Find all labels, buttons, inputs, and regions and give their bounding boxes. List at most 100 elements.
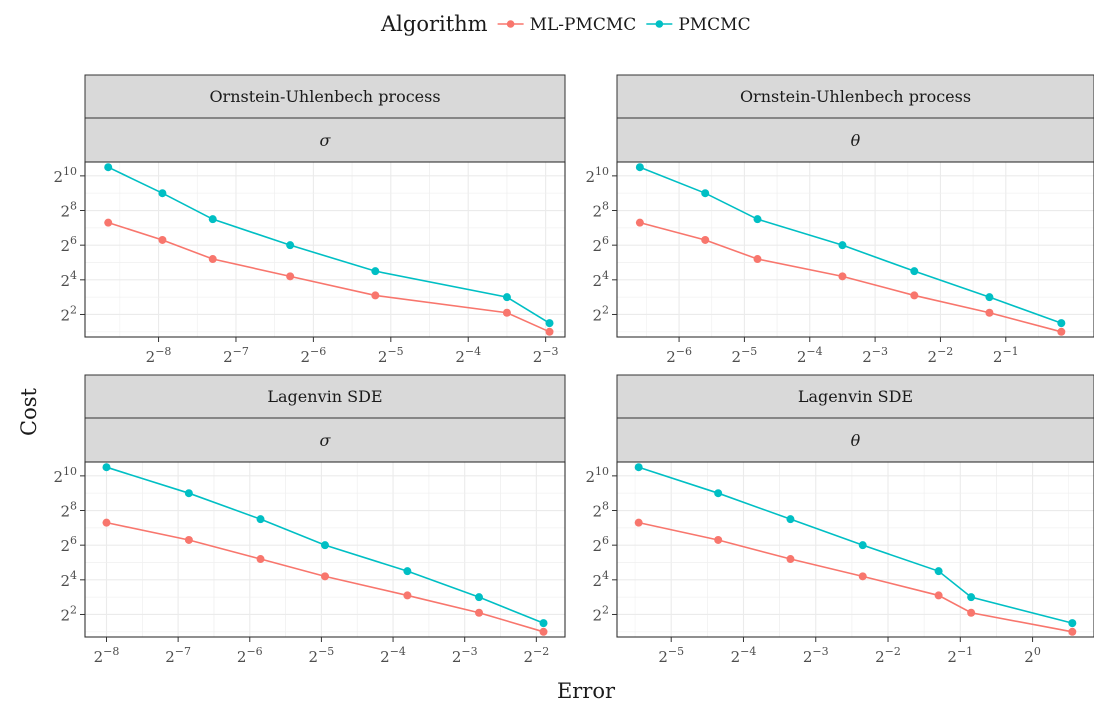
data-point: [184, 489, 193, 498]
y-tick-label: 210: [585, 165, 609, 186]
data-point: [967, 593, 976, 602]
y-tick-label: 22: [60, 303, 77, 324]
panel-border: [616, 161, 1094, 338]
data-point: [858, 541, 867, 550]
facet-strip-row: Lagenvin SDE: [84, 374, 566, 419]
data-point: [634, 463, 643, 472]
data-point: [701, 189, 710, 198]
data-point: [502, 308, 511, 317]
x-tick-label: 2−1: [947, 645, 973, 666]
axis-ticks: 2−8 2−7 2−6 2−5 2−4 2−3 2−2 22 24 26 28 210: [53, 465, 549, 666]
series-pmcmc: [104, 163, 554, 328]
x-tick-label: 2−8: [146, 345, 172, 366]
data-point: [786, 555, 795, 564]
data-point: [701, 235, 710, 244]
x-tick-label: 2−1: [993, 345, 1019, 366]
series-ml-pmcmc: [104, 218, 554, 336]
data-point: [985, 293, 994, 302]
series-pmcmc: [635, 163, 1066, 328]
x-tick-label: 2−4: [731, 645, 757, 666]
legend-key-point: [655, 20, 664, 28]
y-tick-label: 26: [592, 234, 609, 255]
y-tick-label: 24: [592, 269, 609, 290]
data-point: [634, 518, 643, 527]
y-tick-label: 28: [592, 500, 609, 521]
x-tick-label: 2−2: [523, 645, 549, 666]
x-tick-label: 2−6: [301, 345, 327, 366]
legend-key-point: [506, 20, 515, 28]
data-point: [985, 308, 994, 317]
y-tick-label: 24: [592, 569, 609, 590]
x-tick-label: 2−4: [380, 645, 406, 666]
x-tick-label: 2−7: [165, 645, 191, 666]
data-point: [934, 567, 943, 576]
data-point: [539, 627, 548, 636]
facet-col-label: θ: [851, 431, 861, 450]
x-tick-label: 2−8: [94, 645, 120, 666]
x-tick-label: 2−7: [223, 345, 249, 366]
facet-col-label: σ: [320, 131, 332, 150]
data-point: [910, 291, 919, 300]
facet-strip-row: Ornstein-Uhlenbech process: [616, 74, 1094, 119]
data-point: [104, 218, 113, 227]
panel-background: [85, 462, 565, 637]
facet-strip-col: σ: [84, 417, 566, 463]
y-tick-label: 24: [60, 569, 77, 590]
data-point: [256, 555, 265, 564]
data-point: [208, 255, 217, 264]
data-point: [539, 619, 548, 628]
facet-strip-row: Lagenvin SDE: [616, 374, 1094, 419]
data-point: [786, 515, 795, 524]
x-tick-label: 2−4: [797, 345, 823, 366]
y-axis-title: Cost: [17, 387, 41, 435]
x-tick-label: 2−3: [862, 345, 888, 366]
data-point: [714, 535, 723, 544]
facet-row-label: Ornstein-Uhlenbech process: [740, 87, 971, 106]
x-tick-label: 2−5: [658, 645, 684, 666]
data-point: [184, 535, 193, 544]
data-point: [1057, 319, 1066, 328]
x-tick-label: 2−3: [803, 645, 829, 666]
data-point: [714, 489, 723, 498]
data-point: [158, 235, 167, 244]
series-pmcmc: [102, 463, 548, 628]
y-tick-label: 26: [60, 234, 77, 255]
x-tick-label: 20: [1024, 645, 1041, 666]
data-point: [1068, 627, 1077, 636]
x-tick-label: 2−2: [928, 345, 954, 366]
series-ml-pmcmc: [634, 518, 1077, 636]
data-point: [403, 567, 412, 576]
y-tick-label: 210: [53, 465, 77, 486]
data-point: [838, 241, 847, 250]
y-tick-label: 26: [592, 534, 609, 555]
data-point: [753, 215, 762, 224]
data-point: [934, 591, 943, 600]
facet-row-label: Lagenvin SDE: [798, 387, 913, 406]
data-point: [104, 163, 113, 172]
series-ml-pmcmc: [635, 218, 1066, 336]
panel-border: [84, 161, 566, 338]
x-tick-label: 2−3: [452, 645, 478, 666]
legend-item-pmcmc: PMCMC: [646, 15, 751, 35]
data-point: [545, 319, 554, 328]
data-point: [321, 572, 329, 581]
y-tick-label: 24: [60, 269, 77, 290]
facet-col-label: σ: [320, 431, 332, 450]
data-point: [256, 515, 265, 524]
data-point: [102, 518, 111, 527]
panel-grid: [617, 462, 1094, 637]
facet-strip-col: θ: [616, 417, 1094, 463]
data-point: [858, 572, 867, 581]
series-ml-pmcmc: [102, 518, 548, 636]
y-tick-label: 22: [60, 603, 77, 624]
facet-strip-col: θ: [616, 117, 1094, 163]
panel-3: Lagenvin SDE σ 2−8 2−7 2−6 2−5 2−4 2−3 2−2 22 24 26…: [53, 374, 566, 666]
data-point: [286, 272, 295, 281]
y-tick-label: 22: [592, 303, 609, 324]
facet-strip-row: Ornstein-Uhlenbech process: [84, 74, 566, 119]
data-point: [635, 163, 644, 172]
x-tick-label: 2−5: [309, 645, 335, 666]
